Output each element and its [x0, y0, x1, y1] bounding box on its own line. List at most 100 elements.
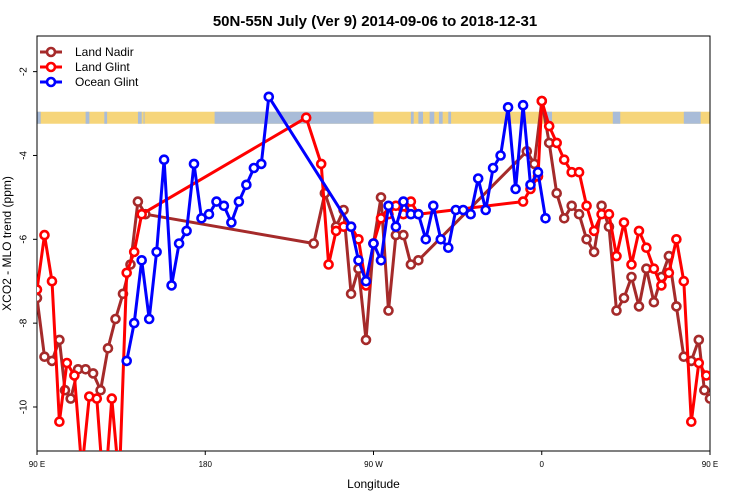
data-point [641, 242, 652, 253]
data-point [196, 213, 207, 224]
data-point [495, 150, 506, 161]
data-point [442, 242, 454, 253]
data-point [603, 208, 615, 220]
series-layer [37, 91, 710, 500]
sea-segment [418, 111, 424, 124]
data-point [588, 225, 600, 237]
sea-segment [214, 111, 374, 124]
x-tick-label: 0 [540, 460, 545, 469]
x-tick-label: 90 E [29, 460, 45, 469]
data-point [211, 196, 222, 207]
data-point [345, 288, 357, 300]
data-point [573, 208, 585, 220]
data-point [136, 208, 147, 220]
data-point [427, 200, 439, 212]
land-sea-band [37, 111, 710, 124]
data-point [693, 334, 705, 346]
sea-segment [429, 111, 435, 124]
data-point [633, 225, 645, 237]
data-point [618, 292, 630, 304]
y-axis: -2 -4 -6 -8 -10 [19, 67, 37, 414]
y-tick-label: -8 [19, 318, 30, 327]
data-point [80, 363, 91, 375]
sea-segment [545, 111, 553, 124]
data-point [255, 158, 267, 170]
sea-segment [143, 111, 145, 124]
data-point [166, 280, 177, 291]
data-point [110, 313, 121, 325]
y-tick-label: -2 [19, 67, 30, 76]
data-point [588, 246, 600, 258]
data-point [115, 478, 123, 486]
data-point [558, 213, 570, 224]
data-point [158, 154, 170, 165]
data-point [39, 229, 50, 241]
data-point [413, 208, 424, 220]
data-point [517, 99, 529, 111]
data-point [203, 208, 215, 220]
series-ocean-glint [121, 91, 551, 367]
data-point [685, 416, 697, 428]
data-point [106, 393, 118, 404]
legend-label: Land Nadir [75, 45, 134, 59]
legend-label: Land Glint [75, 60, 130, 74]
data-point [308, 238, 320, 249]
sea-segment [683, 111, 701, 124]
data-point [375, 192, 387, 203]
data-point [233, 196, 245, 207]
data-point [69, 370, 80, 381]
sea-segment [137, 111, 142, 124]
data-point [241, 179, 252, 191]
data-point [375, 254, 387, 266]
x-tick-label: 180 [199, 460, 213, 469]
data-point [701, 370, 710, 381]
data-point [663, 267, 675, 279]
sea-segment [448, 111, 452, 124]
data-point [37, 292, 43, 304]
data-point [100, 495, 108, 500]
data-point [263, 91, 275, 103]
data-point [300, 112, 312, 123]
x-tick-label: 90 W [364, 460, 383, 469]
data-point [375, 213, 387, 224]
data-point [102, 342, 114, 354]
data-point [435, 234, 447, 245]
data-point [181, 225, 192, 237]
data-point [510, 183, 521, 195]
data-point [46, 275, 58, 287]
data-point [390, 221, 402, 232]
data-point [413, 254, 424, 266]
y-tick-label: -10 [19, 399, 30, 414]
data-point [121, 355, 132, 367]
data-point [465, 208, 477, 220]
data-point [671, 234, 682, 245]
data-point [566, 200, 578, 212]
data-point [330, 225, 342, 237]
data-point [704, 393, 710, 404]
data-point [611, 250, 622, 262]
data-point [626, 271, 637, 283]
data-point [360, 275, 372, 287]
sea-segment [37, 111, 41, 124]
data-point [128, 246, 140, 258]
data-point [226, 217, 237, 228]
data-point [611, 305, 622, 316]
data-point [540, 213, 551, 224]
data-point [633, 301, 645, 312]
data-point [128, 317, 140, 329]
legend-marker [45, 46, 57, 58]
data-point [648, 296, 660, 308]
data-point [151, 246, 162, 258]
data-point [581, 234, 592, 245]
legend-item: Land Glint [40, 60, 130, 74]
data-point [173, 238, 185, 249]
legend-label: Ocean Glint [75, 75, 139, 89]
y-axis-label: XCO2 - MLO trend (ppm) [0, 176, 14, 311]
data-point [315, 158, 327, 170]
data-point [91, 393, 103, 404]
data-point [581, 200, 592, 212]
data-point [536, 95, 548, 107]
data-point [693, 357, 705, 369]
data-point [383, 305, 394, 316]
